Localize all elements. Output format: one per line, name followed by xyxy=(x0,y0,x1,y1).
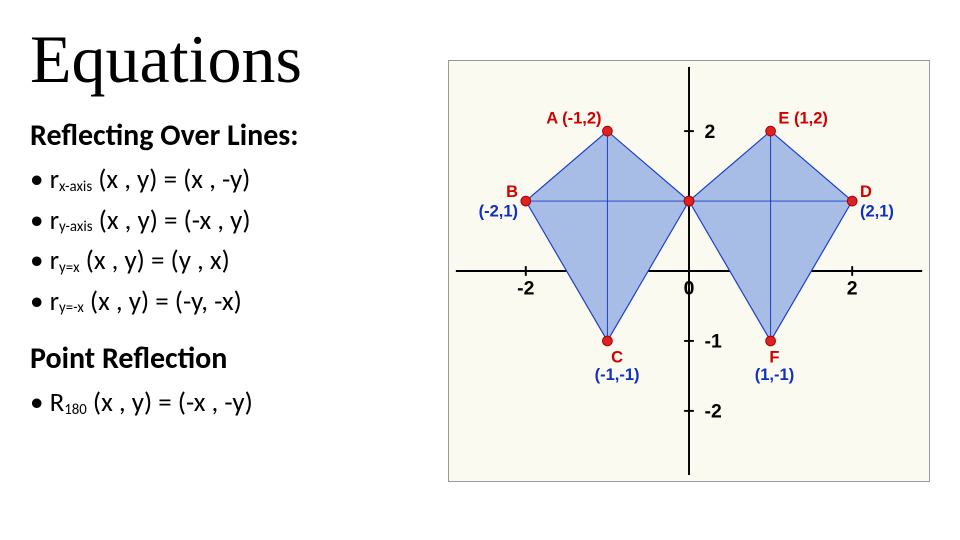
eq-ry: (x , y) = (-x , y) xyxy=(93,204,251,237)
svg-text:C: C xyxy=(611,348,623,366)
sub-ryx: y=x xyxy=(59,258,80,276)
svg-text:E (1,2): E (1,2) xyxy=(778,109,828,127)
sub-rx: x-axis xyxy=(59,177,92,195)
eq-rynx: (x , y) = (-y, -x) xyxy=(84,285,242,318)
svg-text:F: F xyxy=(769,348,779,366)
svg-text:(-2,1): (-2,1) xyxy=(479,203,518,221)
svg-text:0: 0 xyxy=(684,277,695,299)
svg-text:2: 2 xyxy=(705,121,716,143)
sub-rynx: y=-x xyxy=(59,298,84,316)
page-title: Equations xyxy=(30,20,438,99)
bullet-ryx: ry=x (x , y) = (y , x) xyxy=(30,241,438,282)
bullet-list-reflecting: rx-axis (x , y) = (x , -y) ry-axis (x , … xyxy=(30,160,438,322)
svg-text:(-1,-1): (-1,-1) xyxy=(595,366,640,384)
reflection-chart: -2-1012-2-112A (-1,2)B(-2,1)C(-1,-1)E (1… xyxy=(448,60,930,482)
svg-text:(2,1): (2,1) xyxy=(860,203,894,221)
svg-text:(1,-1): (1,-1) xyxy=(755,366,794,384)
section-heading-reflecting: Reflecting Over Lines: xyxy=(30,117,438,154)
sub-r180: 180 xyxy=(64,400,87,418)
bullet-list-point: R180 (x , y) = (-x , -y) xyxy=(30,383,438,424)
bullet-rynx: ry=-x (x , y) = (-y, -x) xyxy=(30,282,438,323)
svg-text:2: 2 xyxy=(847,277,858,299)
bullet-r180: R180 (x , y) = (-x , -y) xyxy=(30,383,438,424)
svg-text:D: D xyxy=(860,183,872,201)
svg-text:B: B xyxy=(506,183,518,201)
eq-r180: (x , y) = (-x , -y) xyxy=(87,386,253,419)
svg-text:-1: -1 xyxy=(705,331,722,353)
text-column: Equations Reflecting Over Lines: rx-axis… xyxy=(30,20,438,482)
svg-text:A (-1,2): A (-1,2) xyxy=(546,109,601,127)
section-heading-point: Point Reflection xyxy=(30,340,438,377)
svg-text:-2: -2 xyxy=(517,277,534,299)
sub-ry: y-axis xyxy=(59,217,93,235)
eq-ryx: (x , y) = (y , x) xyxy=(80,244,230,277)
eq-rx: (x , y) = (x , -y) xyxy=(92,163,250,196)
chart-column: -2-1012-2-112A (-1,2)B(-2,1)C(-1,-1)E (1… xyxy=(448,20,930,482)
svg-text:-2: -2 xyxy=(705,401,722,423)
bullet-ry: ry-axis (x , y) = (-x , y) xyxy=(30,201,438,242)
coordinate-plane-svg: -2-1012-2-112A (-1,2)B(-2,1)C(-1,-1)E (1… xyxy=(455,67,923,475)
bullet-rx: rx-axis (x , y) = (x , -y) xyxy=(30,160,438,201)
